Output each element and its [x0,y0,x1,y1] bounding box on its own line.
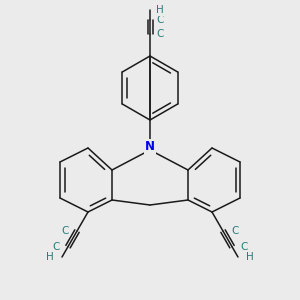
Text: C: C [231,226,238,236]
Text: C: C [156,29,164,39]
Text: C: C [156,15,164,25]
Text: C: C [61,226,69,236]
Text: H: H [46,252,54,262]
Text: C: C [52,242,60,252]
Text: C: C [240,242,247,252]
Text: H: H [246,252,254,262]
Text: N: N [145,140,155,154]
Text: H: H [156,5,164,15]
